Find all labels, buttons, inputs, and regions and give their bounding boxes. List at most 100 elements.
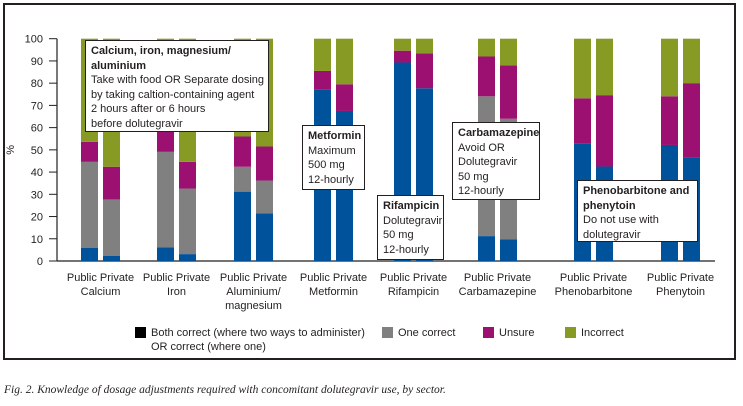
bar-segment bbox=[336, 84, 353, 111]
annotation-phenobarbitone-phenytoin: Phenobarbitone and phenytoin Do not use … bbox=[577, 180, 698, 242]
bar-segment bbox=[256, 213, 273, 261]
annotation-line: 50 mg bbox=[383, 229, 414, 241]
annotation-line: Dolutegravir bbox=[383, 214, 443, 227]
x-group-label: Phenobarbitone bbox=[555, 286, 633, 298]
bar-segment bbox=[500, 38, 517, 66]
x-group-label: Carbamazepine bbox=[459, 286, 537, 298]
legend-item-incorrect: Incorrect bbox=[565, 326, 624, 340]
bar-segment bbox=[478, 56, 495, 97]
y-tick-label: 10 bbox=[31, 234, 43, 246]
bar-segment bbox=[500, 65, 517, 119]
annotation-line: 12-hourly bbox=[458, 185, 504, 197]
x-sub-label: Public Private bbox=[380, 272, 447, 284]
bar-segment bbox=[500, 239, 517, 261]
bar-segment bbox=[179, 188, 196, 255]
bar-segment bbox=[157, 247, 174, 261]
x-group-label: Iron bbox=[167, 286, 186, 298]
legend-swatch bbox=[382, 327, 393, 338]
bar-segment bbox=[103, 255, 120, 261]
legend-swatch bbox=[483, 327, 494, 338]
bar-segment bbox=[256, 146, 273, 181]
annotation-title: Rifampicin bbox=[383, 200, 440, 212]
legend-label-line2: OR correct (where one) bbox=[151, 341, 266, 353]
y-axis-label: % bbox=[5, 145, 17, 155]
annotation-metformin: Metformin Maximum 500 mg 12-hourly bbox=[302, 125, 365, 190]
bar-segment bbox=[256, 180, 273, 214]
y-tick-label: 50 bbox=[31, 145, 43, 157]
x-sub-label: Public Private bbox=[300, 272, 367, 284]
bar-segment bbox=[394, 50, 411, 63]
annotation-line: Take with food OR Separate dosing bbox=[91, 74, 265, 86]
legend-label: One correct bbox=[398, 327, 456, 339]
x-group-label: Calcium bbox=[81, 286, 121, 298]
annotation-line: 50 mg bbox=[458, 170, 489, 183]
x-sub-label: Public Private bbox=[67, 272, 134, 284]
x-sub-label: Public Private bbox=[143, 272, 210, 284]
x-sub-label: Public Private bbox=[464, 272, 531, 284]
annotation-rifampicin: Rifampicin Dolutegravir 50 mg 12-hourly bbox=[377, 195, 444, 260]
x-group-label: magnesium bbox=[225, 300, 282, 312]
y-tick-label: 90 bbox=[31, 56, 43, 68]
legend-item-one-correct: One correct bbox=[382, 326, 455, 340]
annotation-line: 12-hourly bbox=[308, 173, 354, 186]
y-tick-label: 20 bbox=[31, 212, 43, 224]
bar-segment bbox=[416, 53, 433, 89]
annotation-line: 500 mg bbox=[308, 159, 345, 171]
annotation-line: dolutegravir bbox=[583, 228, 641, 241]
y-tick-label: 60 bbox=[31, 123, 43, 135]
annotation-line: Dolutegravir bbox=[458, 156, 518, 168]
bar-segment bbox=[596, 95, 613, 167]
annotation-calcium-iron-aluminium: Calcium, iron, magnesium/ aluminium Take… bbox=[85, 40, 269, 132]
bar-segment bbox=[157, 151, 174, 248]
y-tick-label: 0 bbox=[37, 256, 43, 268]
legend-swatch bbox=[565, 327, 576, 338]
bar-segment bbox=[683, 83, 700, 158]
bar-segment bbox=[103, 166, 120, 200]
bar-segment bbox=[234, 166, 251, 192]
x-sub-label: Public Private bbox=[220, 272, 287, 284]
annotation-line: Do not use with bbox=[583, 214, 659, 226]
bar-segment bbox=[103, 199, 120, 256]
annotation-carbamazepine: Carbamazepine Avoid OR Dolutegravir 50 m… bbox=[452, 122, 540, 200]
legend-swatch bbox=[135, 327, 146, 338]
bar-segment bbox=[234, 136, 251, 167]
annotation-line: 2 hours after or 6 hours bbox=[91, 103, 206, 115]
x-axis-labels: Public Private Calcium Public Private Iron P… bbox=[67, 272, 714, 312]
bar-segment bbox=[314, 70, 331, 90]
y-tick-label: 30 bbox=[31, 189, 43, 201]
bar-segment bbox=[683, 38, 700, 84]
x-group-label: Metformin bbox=[309, 286, 358, 298]
figure-caption: Fig. 2. Knowledge of dosage adjustments … bbox=[4, 384, 446, 396]
x-group-label: Rifampicin bbox=[388, 286, 439, 298]
bar-segment bbox=[661, 38, 678, 97]
bar-segment bbox=[574, 38, 591, 99]
x-sub-label: Public Private bbox=[560, 272, 627, 284]
legend-label: Incorrect bbox=[581, 327, 624, 339]
legend: Both correct (where two ways to administ… bbox=[0, 326, 743, 356]
annotation-title: Phenobarbitone and phenytoin bbox=[583, 185, 690, 212]
legend-label: Unsure bbox=[499, 327, 535, 339]
annotation-title: Metformin bbox=[308, 130, 362, 142]
bar-segment bbox=[574, 98, 591, 144]
x-group-label: Phenytoin bbox=[656, 286, 705, 298]
legend-item-both-correct: Both correct (where two ways to administ… bbox=[135, 326, 365, 354]
y-tick-label: 70 bbox=[31, 100, 43, 112]
bar-segment bbox=[478, 38, 495, 57]
annotation-title: Calcium, iron, magnesium/ aluminium bbox=[91, 45, 231, 72]
y-tick-label: 100 bbox=[25, 34, 43, 46]
x-sub-label: Public Private bbox=[647, 272, 714, 284]
annotation-line: 12-hourly bbox=[383, 243, 429, 256]
bar-segment bbox=[336, 38, 353, 85]
bar-segment bbox=[157, 129, 174, 152]
figure-frame bbox=[3, 3, 736, 360]
x-group-label: Aluminium/ bbox=[226, 286, 281, 298]
y-tick-label: 40 bbox=[31, 167, 43, 179]
y-tick-label: 80 bbox=[31, 78, 43, 90]
bar-segment bbox=[81, 141, 98, 162]
bar-segment bbox=[81, 161, 98, 248]
bar-segment bbox=[81, 247, 98, 261]
annotation-line: by taking caltion-containing agent bbox=[91, 88, 255, 101]
bar-segment bbox=[416, 38, 433, 54]
bar-segment bbox=[234, 191, 251, 261]
bar-segment bbox=[661, 96, 678, 145]
